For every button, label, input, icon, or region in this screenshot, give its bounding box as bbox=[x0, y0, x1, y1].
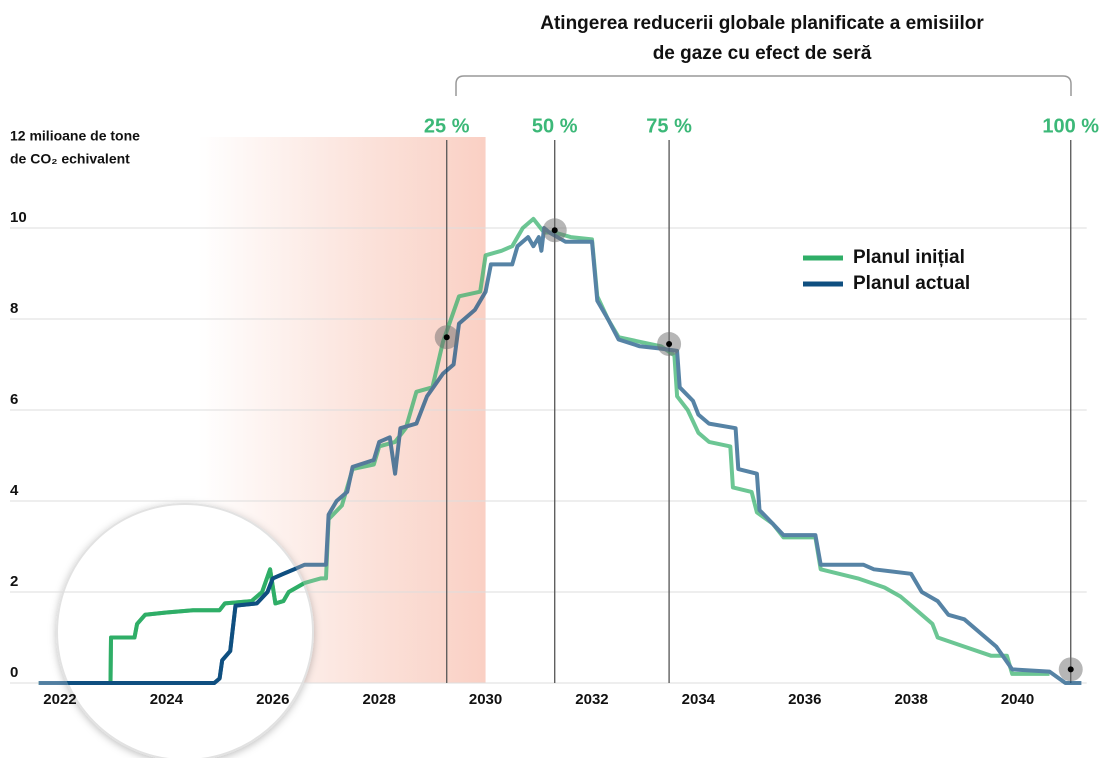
y-tick-label: 12 milioane de tone bbox=[10, 128, 140, 144]
milestone-dot bbox=[1067, 666, 1074, 673]
milestone-label: 100 % bbox=[1042, 115, 1099, 137]
milestone-dot bbox=[443, 334, 450, 341]
milestone-dot bbox=[666, 341, 673, 348]
series-line bbox=[57, 504, 313, 685]
y-tick-label: 8 bbox=[10, 300, 18, 317]
y-tick-label: 6 bbox=[10, 391, 18, 408]
x-tick-label: 2026 bbox=[256, 691, 289, 708]
y-tick-label: 4 bbox=[10, 482, 19, 499]
y-tick-label: 10 bbox=[10, 209, 27, 226]
x-tick-label: 2024 bbox=[150, 691, 184, 708]
x-tick-label: 2034 bbox=[682, 691, 716, 708]
x-tick-label: 2036 bbox=[788, 691, 821, 708]
milestone-label: 50 % bbox=[532, 115, 578, 137]
series-line bbox=[38, 226, 1082, 685]
title-line: de gaze cu efect de seră bbox=[653, 43, 872, 64]
x-tick-label: 2040 bbox=[1001, 691, 1034, 708]
x-tick-label: 2038 bbox=[894, 691, 927, 708]
magnifier bbox=[56, 503, 314, 758]
legend-label: Planul actual bbox=[853, 273, 970, 294]
milestone-label: 25 % bbox=[424, 115, 470, 137]
y-axis-label: de CO₂ echivalent bbox=[10, 151, 130, 167]
x-tick-label: 2028 bbox=[362, 691, 395, 708]
x-tick-label: 2030 bbox=[469, 691, 502, 708]
milestone-dot bbox=[551, 227, 558, 234]
bracket bbox=[455, 75, 1072, 96]
lines-inside bbox=[57, 504, 313, 685]
title-line: Atingerea reducerii globale planificate … bbox=[540, 13, 984, 34]
y-tick-label: 2 bbox=[10, 573, 18, 590]
x-tick-label: 2022 bbox=[43, 691, 76, 708]
legend-label: Planul inițial bbox=[853, 247, 965, 268]
x-tick-label: 2032 bbox=[575, 691, 608, 708]
milestone-label: 75 % bbox=[646, 115, 692, 137]
y-tick-label: 0 bbox=[10, 664, 18, 681]
